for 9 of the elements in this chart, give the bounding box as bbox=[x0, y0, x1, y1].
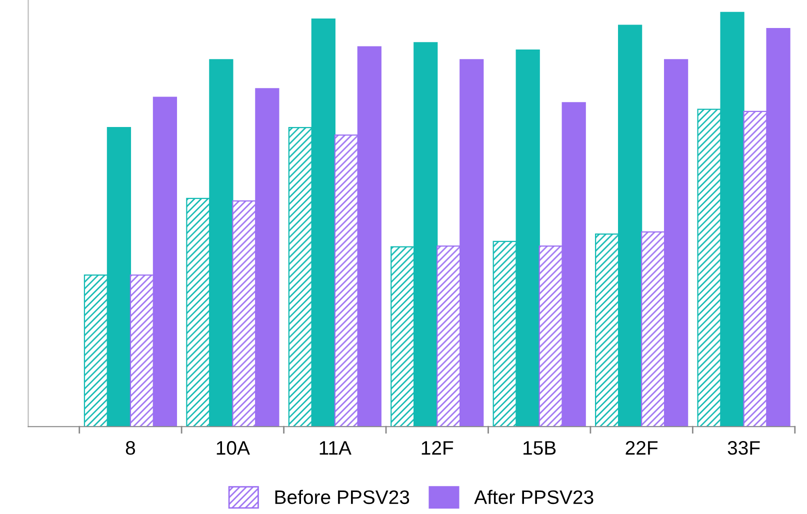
legend-label: Before PPSV23 bbox=[275, 490, 410, 504]
x-tick-label: 12F bbox=[422, 441, 454, 455]
x-tick-label: 33F bbox=[728, 441, 760, 455]
x-tick-label: 10A bbox=[216, 441, 250, 455]
x-tick-label: 8 bbox=[126, 441, 136, 455]
legend-label: After PPSV23 bbox=[474, 490, 594, 504]
x-tick-label: 15B bbox=[524, 441, 556, 455]
x-tick-label: 11A bbox=[320, 441, 352, 455]
x-tick-label: 22F bbox=[626, 441, 658, 455]
